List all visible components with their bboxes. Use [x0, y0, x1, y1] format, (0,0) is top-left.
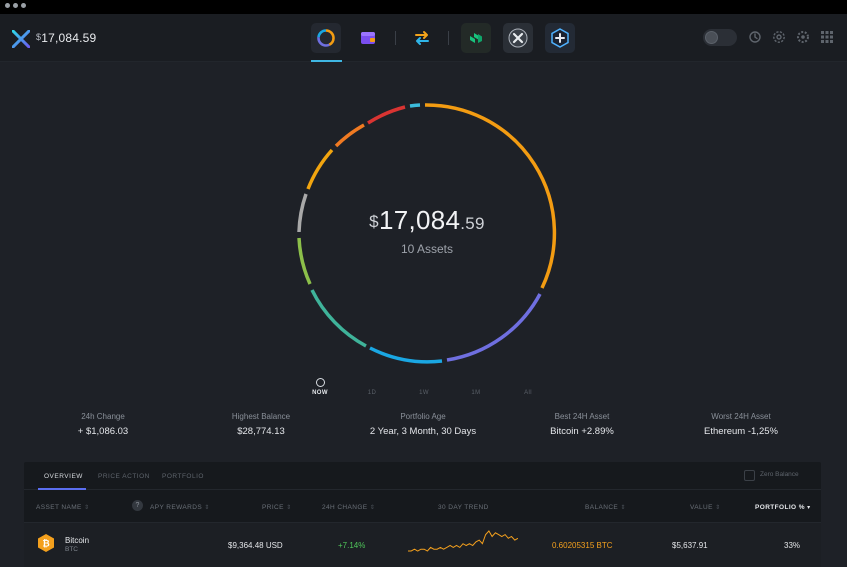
column-apy-rewards[interactable]: APY REWARDS ⇕: [150, 504, 210, 511]
ring-segment: [297, 237, 312, 285]
column-24h-change[interactable]: 24H CHANGE ⇕: [322, 504, 376, 511]
app-window: $17,084.59: [0, 14, 847, 567]
window-zoom-control[interactable]: [21, 3, 26, 8]
stat-label: 24h Change: [81, 412, 125, 421]
sort-icon: ⇕: [715, 505, 721, 511]
timeline-1m[interactable]: 1M: [471, 390, 481, 396]
nav-x-app-button[interactable]: [503, 23, 533, 53]
stat-24h-change: 24h Change + $1,086.03: [28, 412, 178, 437]
assets-panel: OVERVIEW PRICE ACTION PORTFOLIO Zero Bal…: [24, 462, 821, 567]
history-icon[interactable]: [748, 30, 762, 44]
nav-active-indicator: [311, 60, 342, 62]
asset-name: Bitcoin: [65, 536, 90, 545]
sort-icon: ⇕: [620, 505, 626, 511]
timeline-1d[interactable]: 1D: [367, 390, 377, 396]
tab-overview[interactable]: OVERVIEW: [44, 473, 83, 480]
nav-add-app-button[interactable]: [545, 23, 575, 53]
stat-value: 2 Year, 3 Month, 30 Days: [369, 426, 477, 437]
column-portfolio-percent[interactable]: PORTFOLIO % ▾: [755, 504, 811, 511]
ring-segment: [409, 103, 421, 108]
asset-price: $9,364.48 USD: [228, 541, 283, 550]
timeline-1w[interactable]: 1W: [419, 390, 429, 396]
sort-icon: ⇕: [286, 505, 292, 511]
stat-label: Worst 24H Asset: [711, 412, 771, 421]
stat-value: + $1,086.03: [77, 426, 129, 437]
ring-segment: [367, 105, 406, 125]
stat-label: Highest Balance: [231, 412, 291, 421]
assets-tabs: OVERVIEW PRICE ACTION PORTFOLIO Zero Bal…: [24, 462, 821, 490]
header-divider: [24, 522, 821, 523]
sort-icon: ⇕: [204, 505, 210, 511]
nav-compound-app-button[interactable]: [461, 23, 491, 53]
column-30-day-trend: 30 DAY TREND: [438, 504, 489, 511]
window-titlebar: [0, 0, 847, 14]
nav-exchange-button[interactable]: [407, 23, 437, 53]
ring-segment: [369, 346, 443, 364]
table-row[interactable]: ₿ Bitcoin BTC $9,364.48 USD +7.14% 0.602…: [24, 523, 821, 567]
ring-segment: [424, 103, 557, 289]
settings-icon[interactable]: [772, 30, 786, 44]
column-balance[interactable]: BALANCE ⇕: [585, 504, 626, 511]
asset-portfolio-percent: 33%: [784, 541, 801, 550]
ring-segment: [297, 193, 308, 233]
apps-grid-icon[interactable]: [820, 30, 834, 44]
window-close-control[interactable]: [5, 3, 10, 8]
zero-balance-checkbox[interactable]: [744, 470, 755, 481]
add-app-icon: [551, 28, 569, 48]
nav-portfolio-button[interactable]: [311, 23, 341, 53]
zero-balance-label: Zero Balance: [760, 471, 799, 478]
privacy-toggle[interactable]: [703, 29, 737, 46]
nav-wallet-button[interactable]: [353, 23, 383, 53]
stat-value: Ethereum -1,25%: [704, 426, 778, 437]
sort-icon: ⇕: [84, 505, 90, 511]
column-value[interactable]: VALUE ⇕: [690, 504, 721, 511]
asset-24h-change: +7.14%: [338, 541, 366, 550]
gear-icon[interactable]: [796, 30, 810, 44]
compound-app-icon: [470, 33, 482, 43]
asset-balance: 0.60205315 BTC: [552, 541, 613, 550]
x-app-icon: [508, 28, 528, 48]
portfolio-donut-chart[interactable]: [292, 98, 562, 368]
trend-sparkline: [408, 530, 518, 552]
stat-value: $28,774.13: [237, 426, 285, 437]
stat-label: Portfolio Age: [400, 412, 446, 421]
asset-count: 10 Assets: [400, 242, 454, 256]
sort-desc-icon: ▾: [807, 505, 811, 511]
window-minimize-control[interactable]: [13, 3, 18, 8]
timeline-handle[interactable]: [316, 378, 325, 387]
svg-text:₿: ₿: [42, 539, 49, 550]
tab-price-action[interactable]: PRICE ACTION: [98, 473, 150, 480]
asset-ticker: BTC: [65, 546, 78, 553]
ring-segment: [306, 148, 334, 190]
column-asset-name[interactable]: ASSET NAME ⇕: [36, 504, 90, 511]
lock-toggle-knob-icon: [705, 31, 718, 44]
stat-portfolio-age: Portfolio Age 2 Year, 3 Month, 30 Days: [348, 412, 498, 437]
stat-best-24h-asset: Best 24H Asset Bitcoin +2.89%: [507, 412, 657, 437]
top-bar: $17,084.59: [0, 14, 847, 62]
timeline-all[interactable]: All: [524, 390, 532, 396]
ring-segment: [446, 293, 542, 362]
stat-label: Best 24H Asset: [554, 412, 610, 421]
bitcoin-icon: ₿: [38, 534, 54, 552]
header-balance: $17,084.59: [36, 31, 97, 45]
timeline-now[interactable]: NOW: [312, 390, 328, 396]
tab-active-indicator: [38, 488, 86, 490]
help-icon[interactable]: ?: [132, 500, 143, 511]
wallet-icon: [361, 32, 375, 44]
stat-value: Bitcoin +2.89%: [550, 426, 614, 437]
stat-worst-24h-asset: Worst 24H Asset Ethereum -1,25%: [666, 412, 816, 437]
asset-value: $5,637.91: [672, 541, 708, 550]
ring-segment: [334, 123, 365, 148]
stat-highest-balance: Highest Balance $28,774.13: [186, 412, 336, 437]
ring-segment: [310, 289, 367, 348]
portfolio-icon: [317, 29, 335, 47]
nav-separator: [448, 31, 449, 45]
column-price[interactable]: PRICE ⇕: [262, 504, 292, 511]
portfolio-total: $17,084.59: [369, 205, 485, 235]
exodus-logo-icon[interactable]: [12, 30, 30, 48]
exchange-icon: [415, 31, 429, 45]
tab-portfolio[interactable]: PORTFOLIO: [162, 473, 204, 480]
sort-icon: ⇕: [369, 505, 376, 511]
nav-separator: [395, 31, 396, 45]
